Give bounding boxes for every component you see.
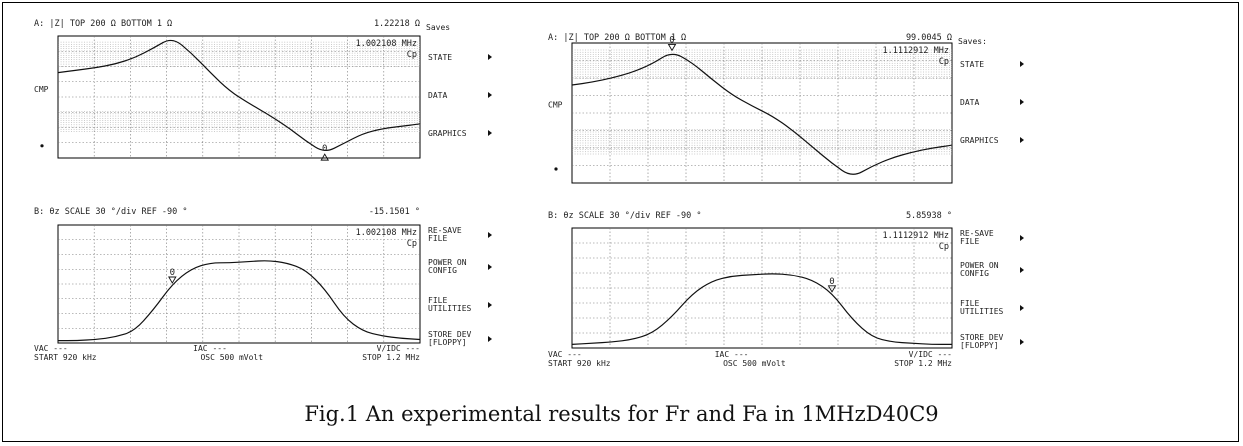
left-softkey-arrow-icon [488,54,492,60]
right-footer-osc: OSC 500 mVolt [723,359,786,368]
left-cmp-dot [40,144,44,148]
left-softkey2-arrow-icon [488,336,492,342]
left-bottom-readout: -15.1501 ° [369,207,420,217]
left-top-trace [57,39,421,151]
right-top-display-mode: Cp [939,57,949,67]
left-top-readout: 1.22218 Ω [374,19,420,29]
right-bottom-header: B: θz SCALE 30 °/div REF -90 ° [548,211,702,221]
left-softkey-label-2: GRAPHICS [428,129,467,138]
left-bottom-marker-triangle [168,276,177,284]
left-softkey-arrow-icon [488,130,492,136]
left-softkey2-arrow-icon [488,302,492,308]
right-footer-vdc: V/IDC --- [909,350,952,359]
right-softkey-arrow-icon [1020,61,1024,67]
right-x-stop: STOP 1.2 MHz [894,359,952,368]
right-softkey2-arrow-icon [1020,267,1024,273]
right-cmp-label: CMP [548,100,563,109]
right-softkey2-arrow-icon [1020,339,1024,345]
right-bottom-marker-triangle [827,285,837,293]
right-softkey2-arrow-icon [1020,305,1024,311]
right-bottom-trace [571,273,952,345]
left-softkey2-arrow-icon [488,232,492,238]
right-softkey2-arrow-icon [1020,235,1024,241]
right-top-readout: 99.0045 Ω [906,33,952,43]
left-softkey2-line2-3: [FLOPPY] [428,338,467,347]
left-bottom-header: B: θz SCALE 30 °/div REF -90 ° [34,207,188,217]
left-softkey2-line2-2: UTILITIES [428,304,472,313]
left-footer-vac: VAC --- [34,344,68,353]
right-top-marker-label: 0 [669,35,674,45]
right-softkey2-line2-0: FILE [960,237,979,246]
right-bottom-display-mode: Cp [939,242,949,252]
left-top-marker-freq: 1.002108 MHz [356,39,417,49]
right-softkey2-line1-0: RE-SAVE [960,229,994,238]
left-top-marker-triangle [320,153,330,161]
right-bottom-marker-label: 0 [829,277,834,287]
right-bottom-marker-freq: 1.1112912 MHz [882,231,949,241]
right-top-header: A: |Z| TOP 200 Ω BOTTOM 1 Ω [548,33,686,43]
left-bottom-trace [58,260,421,342]
left-softkey-label-0: STATE [428,53,452,62]
figure-svg: A: |Z| TOP 200 Ω BOTTOM 1 Ω 1.22218 Ω CMP 0… [34,19,1024,368]
left-top-display-mode: Cp [407,50,417,60]
right-softkey2-line2-3: [FLOPPY] [960,341,999,350]
left-softkey-arrow-icon [488,92,492,98]
left-top-header: A: |Z| TOP 200 Ω BOTTOM 1 Ω [34,19,172,29]
right-softkey-arrow-icon [1020,137,1024,143]
left-softkey2-arrow-icon [488,264,492,270]
left-x-start: START 920 kHz [34,353,97,362]
left-softkey-title: Saves [426,23,450,32]
left-softkey2-line1-0: RE-SAVE [428,226,462,235]
right-softkey2-line2-2: UTILITIES [960,307,1004,316]
right-top-trace [571,53,953,175]
right-softkey-label-2: GRAPHICS [960,136,999,145]
left-softkey2-line1-1: POWER ON [428,258,467,267]
left-footer-iac: IAC --- [193,344,227,353]
left-footer-osc: OSC 500 mVolt [200,353,263,362]
left-softkey-label-1: DATA [428,91,447,100]
left-bottom-marker-freq: 1.002108 MHz [356,228,417,238]
right-cmp-dot [554,167,558,171]
right-bottom-readout: 5.85938 ° [906,211,952,221]
left-x-stop: STOP 1.2 MHz [362,353,420,362]
right-top-marker-freq: 1.1112912 MHz [882,46,949,56]
left-bottom-display-mode: Cp [407,239,417,249]
left-softkey2-line2-0: FILE [428,234,447,243]
left-softkey2-line1-2: FILE [428,296,447,305]
right-softkey-title: Saves: [958,37,987,46]
right-footer-vac: VAC --- [548,350,582,359]
right-x-start: START 920 kHz [548,359,611,368]
figure-caption: Fig.1 An experimental results for Fr and… [304,402,939,426]
left-cmp-label: CMP [34,85,49,94]
left-footer-vdc: V/IDC --- [377,344,420,353]
right-softkey-arrow-icon [1020,99,1024,105]
right-softkey2-line1-2: FILE [960,299,979,308]
left-top-marker-label: 0 [322,144,327,154]
right-softkey2-line1-1: POWER ON [960,261,999,270]
right-softkey-label-0: STATE [960,60,984,69]
left-softkey2-line1-3: STORE DEV [428,330,472,339]
right-footer-iac: IAC --- [715,350,749,359]
right-softkey2-line2-1: CONFIG [960,269,989,278]
right-softkey2-line1-3: STORE DEV [960,333,1004,342]
left-softkey2-line2-1: CONFIG [428,266,457,275]
right-softkey-label-1: DATA [960,98,979,107]
left-bottom-marker-label: 0 [170,268,175,278]
right-top-marker-triangle [667,43,677,52]
